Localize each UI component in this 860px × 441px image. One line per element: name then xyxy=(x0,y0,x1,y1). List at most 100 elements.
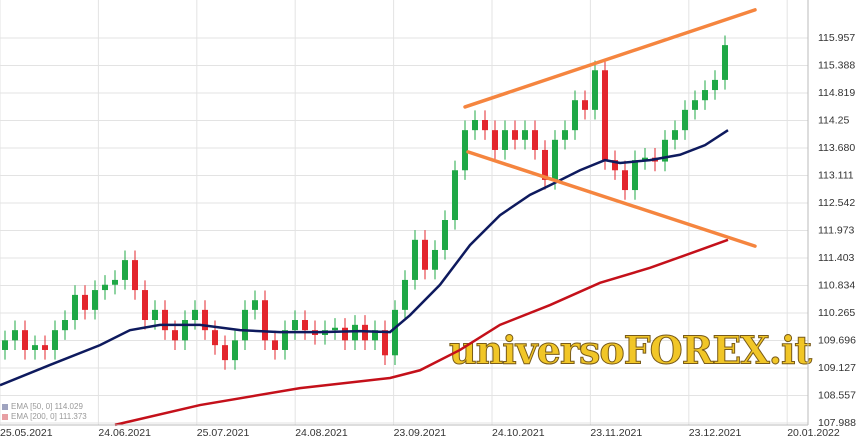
candle-body xyxy=(712,79,718,91)
candle-body xyxy=(52,330,58,350)
x-tick-label: 23.11.2021 xyxy=(590,427,642,439)
y-tick-label: 114.25 xyxy=(818,114,849,126)
x-tick-label: 24.06.2021 xyxy=(98,427,151,439)
candle-body xyxy=(182,320,188,341)
candle-body xyxy=(2,340,8,350)
candle-body xyxy=(442,220,448,250)
candle-body xyxy=(622,170,628,191)
x-tick-label: 24.10.2021 xyxy=(492,427,545,439)
legend-swatch xyxy=(2,404,8,410)
candle-body xyxy=(132,260,138,291)
candle-body xyxy=(22,330,28,350)
x-tick-label: 20.01.2022 xyxy=(787,427,840,439)
candle-body xyxy=(212,330,218,346)
candle-body xyxy=(472,120,478,131)
legend-label: EMA [50, 0] 114.029 xyxy=(11,402,83,411)
candle-body xyxy=(402,279,408,310)
candle-body xyxy=(242,309,248,341)
ema-line xyxy=(0,129,729,387)
candle-body xyxy=(512,130,518,140)
candle-body xyxy=(522,130,528,140)
candle-body xyxy=(372,330,378,341)
x-tick-label: 25.07.2021 xyxy=(197,427,250,439)
axes: 107.988 108.557 109.127 109.696 110.265 110.8… xyxy=(0,32,856,439)
y-tick-label: 108.557 xyxy=(818,389,856,401)
x-tick-label: 25.05.2021 xyxy=(0,427,53,439)
candle-body xyxy=(112,279,118,285)
candle-body xyxy=(222,345,228,361)
candle-body xyxy=(662,139,668,162)
candle-body xyxy=(482,120,488,131)
y-tick-label: 109.696 xyxy=(818,334,856,346)
candle-body xyxy=(382,330,388,356)
candle-body xyxy=(722,45,728,80)
trend-line xyxy=(466,150,757,248)
candle-body xyxy=(232,340,238,361)
y-tick-label: 112.542 xyxy=(818,197,855,209)
legend-swatch xyxy=(2,414,8,420)
watermark-layer: universoFOREX.it xyxy=(448,327,813,373)
candle-body xyxy=(502,130,508,150)
candle-body xyxy=(422,239,428,270)
candle-body xyxy=(82,294,88,310)
candle-body xyxy=(392,309,398,356)
candle-body xyxy=(632,160,638,191)
legend-entry: EMA [200, 0] 111.373 xyxy=(2,412,87,421)
candle-body xyxy=(272,340,278,350)
y-tick-label: 111.973 xyxy=(818,224,855,236)
candle-body xyxy=(692,100,698,110)
candle-body xyxy=(332,327,338,331)
candle-body xyxy=(292,320,298,331)
ema-line xyxy=(114,238,729,427)
candle-body xyxy=(452,170,458,221)
y-tick-label: 107.988 xyxy=(818,417,856,429)
candle-body xyxy=(252,300,258,310)
candle-body xyxy=(302,320,308,331)
candle-body xyxy=(122,260,128,280)
candle-body xyxy=(12,330,18,341)
legend-entry: EMA [50, 0] 114.029 xyxy=(2,402,83,411)
candle-body xyxy=(492,130,498,150)
y-tick-label: 114.819 xyxy=(818,87,855,99)
candle-body xyxy=(532,130,538,150)
candle-body xyxy=(682,109,688,131)
candle-body xyxy=(592,70,598,110)
candle-body xyxy=(142,290,148,321)
legend-label: EMA [200, 0] 111.373 xyxy=(11,412,87,421)
candle-body xyxy=(462,130,468,171)
candle-body xyxy=(282,330,288,350)
x-tick-label: 23.09.2021 xyxy=(394,427,447,439)
plot xyxy=(0,8,757,427)
candle-body xyxy=(162,309,168,331)
candle-body xyxy=(32,345,38,350)
candle-body xyxy=(262,300,268,341)
candle-body xyxy=(672,130,678,140)
y-tick-label: 113.680 xyxy=(818,142,855,154)
candle-body xyxy=(602,70,608,161)
candle-body xyxy=(192,309,198,321)
candle-body xyxy=(352,324,358,341)
candle-body xyxy=(412,239,418,280)
candle-body xyxy=(552,139,558,180)
candle-body xyxy=(612,160,618,171)
x-tick-label: 24.08.2021 xyxy=(295,427,348,439)
candle-body xyxy=(202,309,208,331)
watermark: universoFOREX.it xyxy=(449,328,812,373)
candle-body xyxy=(72,294,78,321)
y-tick-label: 109.127 xyxy=(818,362,856,374)
y-tick-label: 111.403 xyxy=(818,252,855,264)
candle-body xyxy=(92,290,98,310)
candle-body xyxy=(342,327,348,341)
y-tick-label: 113.111 xyxy=(818,169,854,181)
candle-body xyxy=(572,100,578,131)
candle-body xyxy=(582,100,588,110)
candle-body xyxy=(702,90,708,101)
y-tick-label: 115.388 xyxy=(818,59,855,71)
candle-body xyxy=(432,249,438,270)
y-tick-label: 110.834 xyxy=(818,279,855,291)
candle-body xyxy=(642,157,648,161)
candle-body xyxy=(172,330,178,341)
candle-body xyxy=(42,345,48,350)
y-tick-label: 110.265 xyxy=(818,307,855,319)
